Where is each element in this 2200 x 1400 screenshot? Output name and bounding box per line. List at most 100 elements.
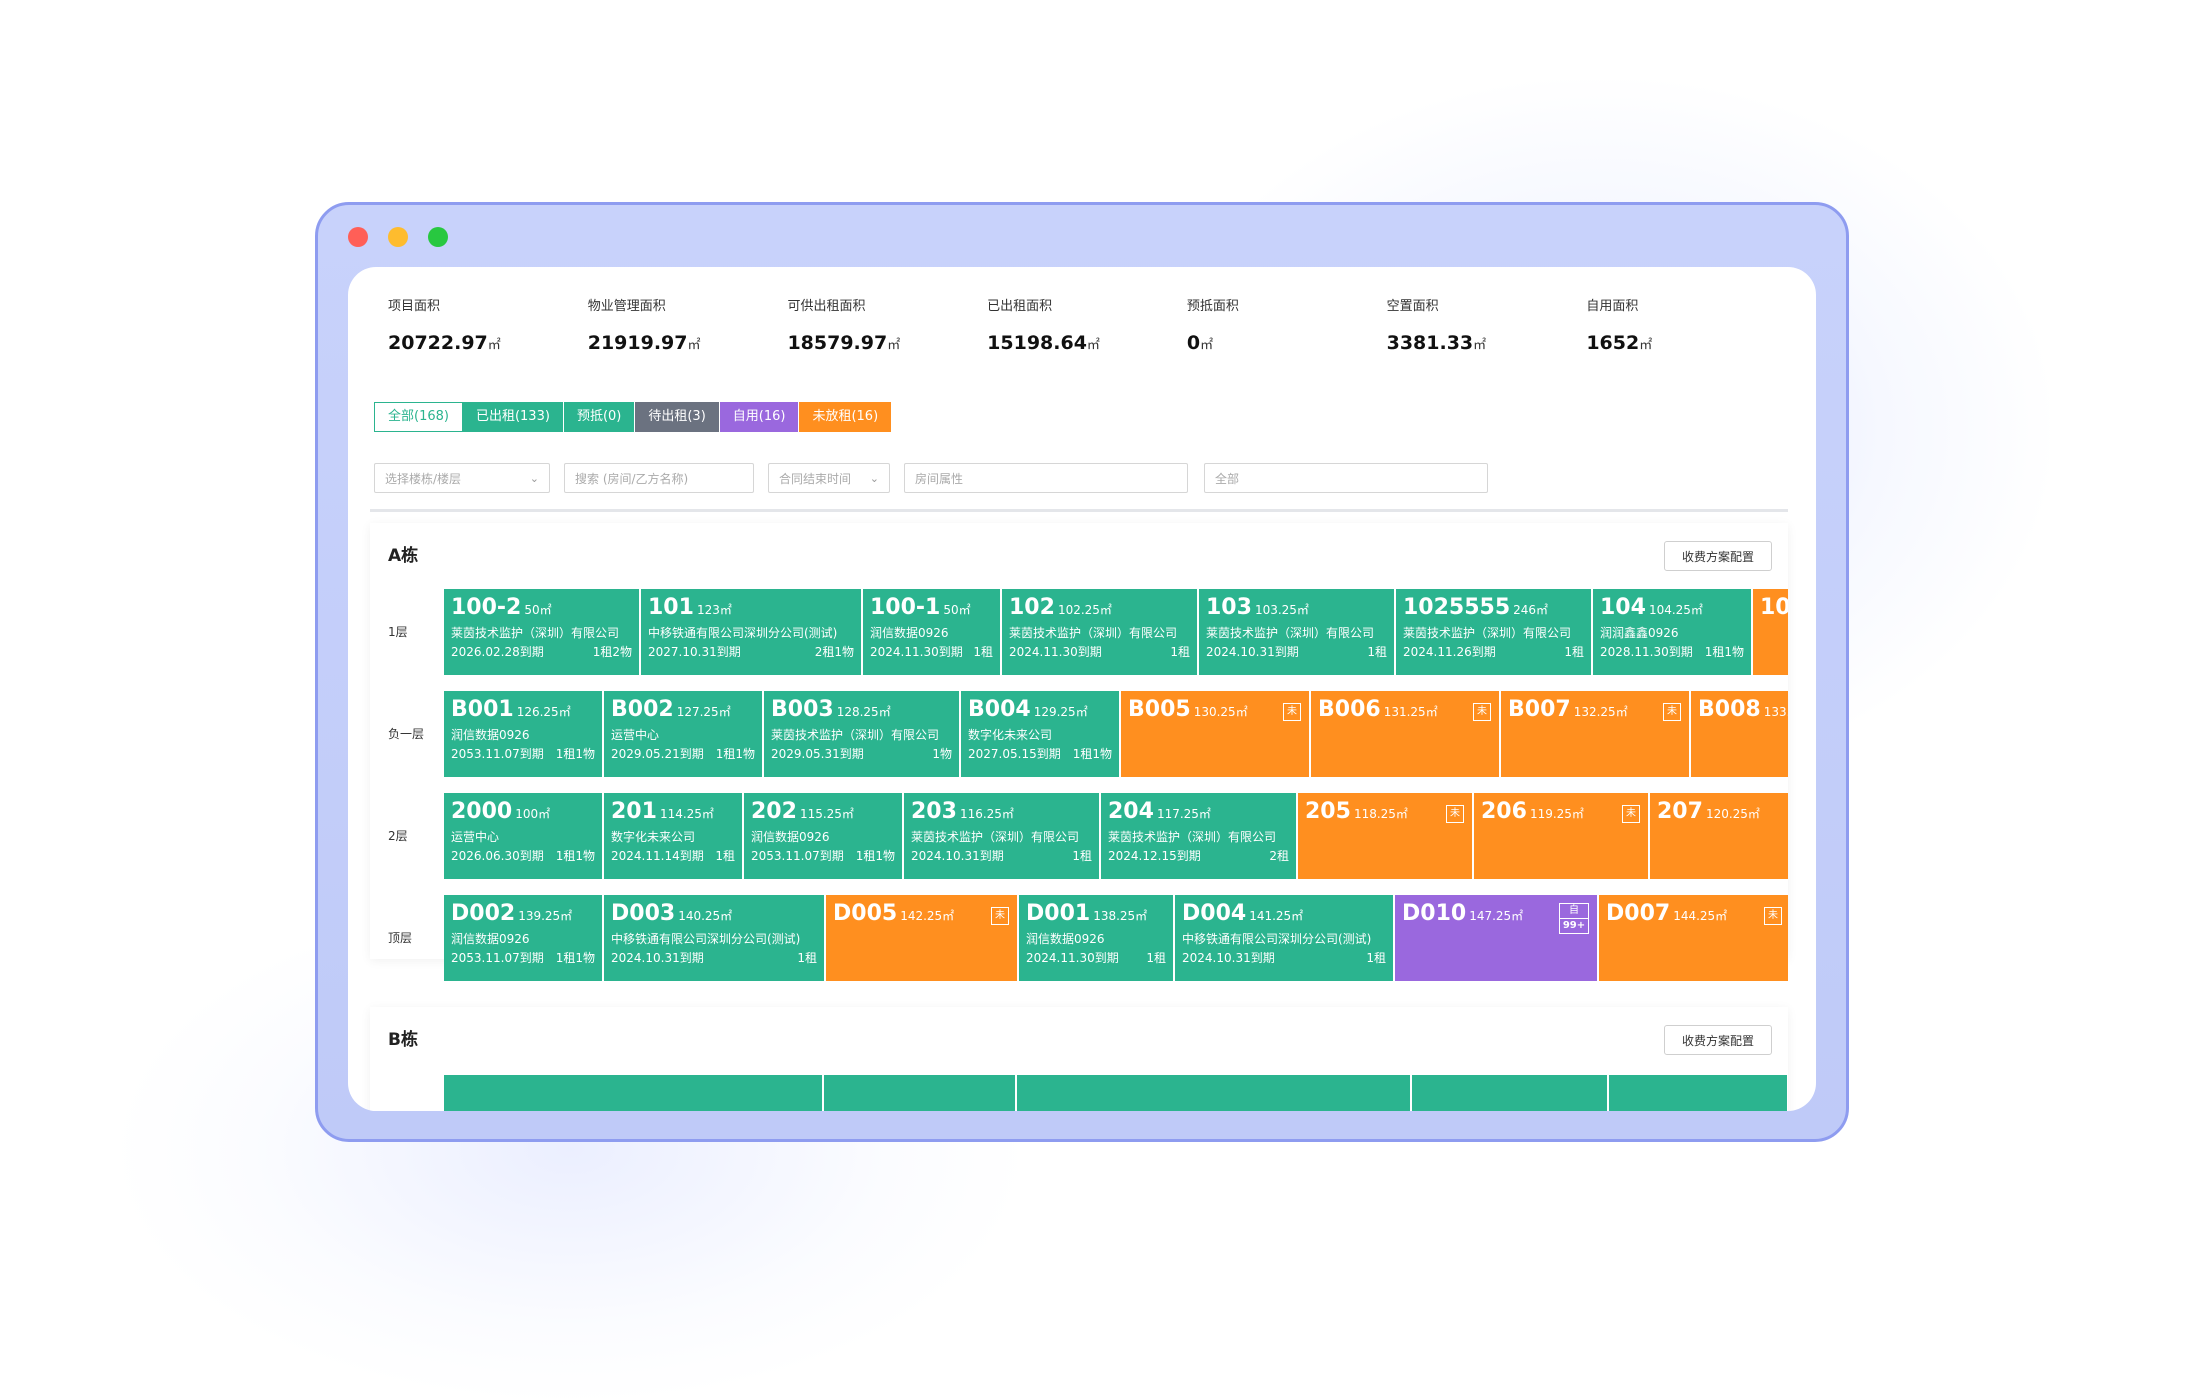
stat-value: 15198.64㎡	[987, 332, 1100, 354]
room-list	[444, 1075, 1788, 1111]
room-tile[interactable]: B003 128.25㎡ 莱茵技术监护（深圳）有限公司 2029.05.31到期 1…	[764, 691, 961, 777]
room-tile[interactable]: 100-1 50㎡ 润信数据0926 2024.11.30到期 1租	[863, 589, 1002, 675]
room-attribute-input[interactable]: 房间属性	[904, 463, 1188, 493]
unreleased-badge: 未	[1622, 805, 1640, 823]
floor-label: 顶层	[388, 931, 413, 945]
stat-value: 21919.97㎡	[587, 332, 701, 354]
all-select[interactable]: 全部	[1204, 463, 1488, 493]
room-list: 2000 100㎡ 运营中心 2026.06.30到期 1租1物 201 114.25…	[444, 793, 1788, 879]
room-tile[interactable]: B004 129.25㎡ 数字化未来公司 2027.05.15到期 1租1物	[961, 691, 1121, 777]
room-tile[interactable]: 204 117.25㎡ 莱茵技术监护（深圳）有限公司 2024.12.15到期 2租	[1101, 793, 1298, 879]
room-tile[interactable]: D001 138.25㎡ 润信数据0926 2024.11.30到期 1租	[1019, 895, 1175, 981]
stat-value: 3381.33㎡	[1386, 332, 1487, 354]
room-tile[interactable]: B006 131.25㎡ 未	[1311, 691, 1501, 777]
building-select-placeholder: 选择楼栋/楼层	[385, 471, 462, 486]
tab-all[interactable]: 全部(168)	[374, 402, 463, 432]
room-tile[interactable]: B002 127.25㎡ 运营中心 2029.05.21到期 1租1物	[604, 691, 764, 777]
stat-property-area: 物业管理面积 21919.97㎡	[588, 295, 788, 354]
room-tile[interactable]: 104 104.25㎡ 润润鑫鑫0926 2028.11.30到期 1租1物	[1593, 589, 1753, 675]
room-tile[interactable]: 201 114.25㎡ 数字化未来公司 2024.11.14到期 1租	[604, 793, 744, 879]
status-tabs: 全部(168) 已出租(133) 预抵(0) 待出租(3) 自用(16) 未放租…	[374, 402, 892, 432]
floor-label: 1层	[388, 625, 408, 639]
unreleased-badge: 未	[1283, 703, 1301, 721]
room-tile[interactable]: 103 103.25㎡ 莱茵技术监护（深圳）有限公司 2024.10.31到期 1租	[1199, 589, 1396, 675]
unreleased-badge: 未	[1473, 703, 1491, 721]
room-tile[interactable]	[1412, 1075, 1609, 1111]
building-card-a: A栋 收费方案配置 1层 100-2 50㎡ 莱茵技术监护（深圳）有限公司 202…	[370, 523, 1788, 981]
floor-row	[370, 1075, 1788, 1111]
room-tile[interactable]: 203 116.25㎡ 莱茵技术监护（深圳）有限公司 2024.10.31到期 1租	[904, 793, 1101, 879]
room-tile[interactable]: 102 102.25㎡ 莱茵技术监护（深圳）有限公司 2024.11.30到期 1租	[1002, 589, 1199, 675]
room-tile[interactable]	[1017, 1075, 1412, 1111]
floor-label: 2层	[388, 829, 408, 843]
room-tile[interactable]	[824, 1075, 1017, 1111]
room-tile[interactable]: 101 123㎡ 中移铁通有限公司深圳分公司(测试) 2027.10.31到期 2租…	[641, 589, 863, 675]
stat-label: 预抵面积	[1186, 299, 1239, 314]
fee-plan-config-button[interactable]: 收费方案配置	[1664, 1025, 1772, 1055]
room-tile[interactable]: 2000 100㎡ 运营中心 2026.06.30到期 1租1物	[444, 793, 604, 879]
building-card-b: B栋 收费方案配置	[370, 1007, 1788, 1111]
stat-rented-area: 已出租面积 15198.64㎡	[987, 295, 1187, 354]
building-select[interactable]: 选择楼栋/楼层 ⌄	[374, 463, 550, 493]
room-tile[interactable]: D005 142.25㎡ 未	[826, 895, 1019, 981]
room-list: D002 139.25㎡ 润信数据0926 2053.11.07到期 1租1物 D0…	[444, 895, 1788, 981]
all-select-placeholder: 全部	[1215, 471, 1240, 486]
contract-end-select[interactable]: 合同结束时间 ⌄	[768, 463, 890, 493]
room-tile[interactable]: D003 140.25㎡ 中移铁通有限公司深圳分公司(测试) 2024.10.31…	[604, 895, 826, 981]
room-list: B001 126.25㎡ 润信数据0926 2053.11.07到期 1租1物 B0…	[444, 691, 1788, 777]
divider	[370, 509, 1788, 512]
stat-value: 20722.97㎡	[388, 332, 501, 354]
room-attribute-placeholder: 房间属性	[915, 471, 964, 486]
room-tile[interactable]: 100-2 50㎡ 莱茵技术监护（深圳）有限公司 2026.02.28到期 1租2物	[444, 589, 641, 675]
floor-row: 负一层 B001 126.25㎡ 润信数据0926 2053.11.07到期 1租1…	[370, 691, 1788, 777]
tab-self-use[interactable]: 自用(16)	[718, 402, 799, 432]
stat-vacant-area: 空置面积 3381.33㎡	[1387, 295, 1587, 354]
main-panel: 项目面积 20722.97㎡ 物业管理面积 21919.97㎡ 可供出租面积 1…	[348, 267, 1816, 1111]
room-tile[interactable]	[444, 1075, 824, 1111]
room-tile[interactable]: D010 147.25㎡ 自 99+	[1395, 895, 1599, 981]
room-tile[interactable]: 205 118.25㎡ 未	[1298, 793, 1474, 879]
window-controls	[348, 227, 448, 247]
stats-bar: 项目面积 20722.97㎡ 物业管理面积 21919.97㎡ 可供出租面积 1…	[388, 295, 1786, 354]
floor-label: 负一层	[388, 727, 425, 741]
stat-value: 0㎡	[1186, 332, 1214, 354]
room-tile[interactable]: 206 119.25㎡ 未	[1474, 793, 1650, 879]
room-tile[interactable]: 202 115.25㎡ 润信数据0926 2053.11.07到期 1租1物	[744, 793, 904, 879]
room-tile[interactable]	[1609, 1075, 1788, 1111]
room-tile[interactable]: B005 130.25㎡ 未	[1121, 691, 1311, 777]
room-tile[interactable]: 1025555 246㎡ 莱茵技术监护（深圳）有限公司 2024.11.26到期 1…	[1396, 589, 1593, 675]
building-title: B栋	[388, 1030, 418, 1050]
unreleased-badge: 未	[1764, 907, 1782, 925]
tab-rented[interactable]: 已出租(133)	[462, 402, 564, 432]
fee-plan-config-button[interactable]: 收费方案配置	[1664, 541, 1772, 571]
room-tile[interactable]: B001 126.25㎡ 润信数据0926 2053.11.07到期 1租1物	[444, 691, 604, 777]
room-tile[interactable]: 207 120.25㎡	[1650, 793, 1788, 879]
stat-label: 自用面积	[1586, 299, 1639, 314]
tab-deposit[interactable]: 预抵(0)	[563, 402, 635, 432]
stat-label: 物业管理面积	[587, 299, 666, 314]
room-tile[interactable]: D002 139.25㎡ 润信数据0926 2053.11.07到期 1租1物	[444, 895, 604, 981]
room-tile[interactable]: B007 132.25㎡ 未	[1501, 691, 1691, 777]
stat-deposit-area: 预抵面积 0㎡	[1187, 295, 1387, 354]
minimize-window-button[interactable]	[388, 227, 408, 247]
chevron-down-icon: ⌄	[869, 471, 879, 485]
maximize-window-button[interactable]	[428, 227, 448, 247]
close-window-button[interactable]	[348, 227, 368, 247]
room-tile[interactable]: D004 141.25㎡ 中移铁通有限公司深圳分公司(测试) 2024.10.31…	[1175, 895, 1395, 981]
contract-end-placeholder: 合同结束时间	[779, 471, 852, 486]
stat-value: 18579.97㎡	[787, 332, 901, 354]
room-list: 100-2 50㎡ 莱茵技术监护（深圳）有限公司 2026.02.28到期 1租2物…	[444, 589, 1788, 675]
floor-row: 顶层 D002 139.25㎡ 润信数据0926 2053.11.07到期 1租1物…	[370, 895, 1788, 981]
stat-label: 项目面积	[388, 299, 441, 314]
tab-pending[interactable]: 待出租(3)	[634, 402, 719, 432]
room-tile[interactable]: 105	[1753, 589, 1788, 675]
unreleased-badge: 未	[1663, 703, 1681, 721]
tab-unreleased[interactable]: 未放租(16)	[798, 402, 892, 432]
chevron-down-icon: ⌄	[529, 471, 539, 485]
room-tile[interactable]: D007 144.25㎡ 未	[1599, 895, 1788, 981]
floor-row: 2层 2000 100㎡ 运营中心 2026.06.30到期 1租1物 201 114…	[370, 793, 1788, 879]
stat-project-area: 项目面积 20722.97㎡	[388, 295, 588, 354]
floor-row: 1层 100-2 50㎡ 莱茵技术监护（深圳）有限公司 2026.02.28到期 1…	[370, 589, 1788, 675]
search-input[interactable]: 搜索 (房间/乙方名称)	[564, 463, 754, 493]
